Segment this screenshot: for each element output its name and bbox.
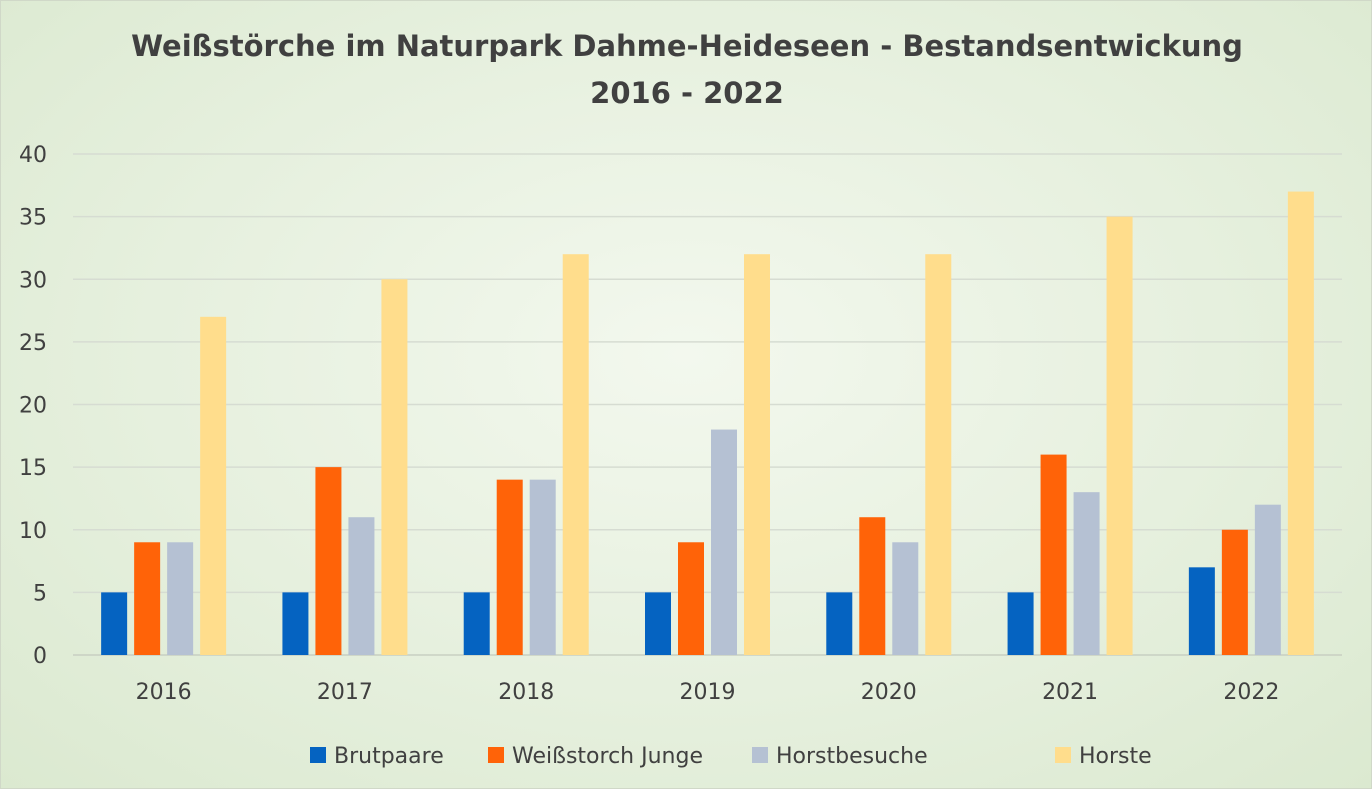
bar-horstbesuche-2019 xyxy=(711,429,737,655)
legend-label: Weißstorch Junge xyxy=(512,744,703,769)
bar-wei-storch-junge-2018 xyxy=(496,479,523,655)
bar-brutpaare-2022 xyxy=(1188,567,1215,655)
bar-horste-2016 xyxy=(200,316,227,655)
y-tick-label: 25 xyxy=(19,331,47,356)
x-tick-label: 2021 xyxy=(1042,680,1098,705)
bar-wei-storch-junge-2022 xyxy=(1221,529,1248,655)
legend-swatch xyxy=(488,747,504,763)
y-tick-label: 5 xyxy=(33,581,47,606)
bar-brutpaare-2018 xyxy=(463,592,490,655)
legend-item: Horstbesuche xyxy=(752,744,928,769)
bar-wei-storch-junge-2020 xyxy=(859,517,886,655)
bar-wei-storch-junge-2019 xyxy=(678,542,704,655)
legend-swatch xyxy=(752,747,768,763)
y-tick-label: 30 xyxy=(19,268,47,293)
bar-horste-2020 xyxy=(925,254,952,655)
category-group-2017: 2017 xyxy=(282,279,408,705)
x-tick-label: 2020 xyxy=(861,680,917,705)
y-tick-label: 20 xyxy=(19,394,47,419)
bar-brutpaare-2016 xyxy=(101,592,128,655)
y-tick-label: 15 xyxy=(19,456,47,481)
y-tick-label: 0 xyxy=(33,644,47,669)
bar-horste-2022 xyxy=(1287,191,1314,655)
y-tick-label: 40 xyxy=(19,143,47,168)
legend-label: Horste xyxy=(1079,744,1152,769)
bar-wei-storch-junge-2016 xyxy=(134,542,161,655)
bar-horstbesuche-2020 xyxy=(892,542,919,655)
chart-subtitle: 2016 - 2022 xyxy=(590,76,784,110)
legend-item: Brutpaare xyxy=(310,744,444,769)
x-tick-label: 2022 xyxy=(1223,680,1279,705)
bar-horstbesuche-2016 xyxy=(167,542,194,655)
bar-horstbesuche-2018 xyxy=(529,479,556,655)
bar-horstbesuche-2021 xyxy=(1073,492,1100,655)
y-tick-label: 35 xyxy=(19,206,47,231)
x-tick-label: 2017 xyxy=(317,680,373,705)
legend-item: Horste xyxy=(1055,744,1152,769)
category-group-2018: 2018 xyxy=(463,254,589,705)
x-tick-label: 2019 xyxy=(680,680,736,705)
bar-brutpaare-2017 xyxy=(282,592,309,655)
bar-horstbesuche-2022 xyxy=(1254,504,1281,655)
category-group-2020: 2020 xyxy=(826,254,952,705)
bar-horste-2017 xyxy=(381,279,408,655)
bar-horste-2019 xyxy=(744,254,770,655)
bar-brutpaare-2020 xyxy=(826,592,853,655)
legend-swatch xyxy=(1055,747,1071,763)
y-tick-label: 10 xyxy=(19,519,47,544)
chart-title: Weißstörche im Naturpark Dahme-Heideseen… xyxy=(131,29,1243,63)
legend-item: Weißstorch Junge xyxy=(488,744,703,769)
bar-brutpaare-2021 xyxy=(1007,592,1034,655)
bar-brutpaare-2019 xyxy=(645,592,671,655)
legend-label: Horstbesuche xyxy=(776,744,928,769)
legend-swatch xyxy=(310,747,326,763)
bar-horstbesuche-2017 xyxy=(348,517,375,655)
bar-horste-2021 xyxy=(1106,216,1133,655)
category-group-2022: 2022 xyxy=(1188,191,1314,705)
bar-wei-storch-junge-2021 xyxy=(1040,454,1067,655)
category-group-2021: 2021 xyxy=(1007,216,1133,705)
x-tick-label: 2018 xyxy=(498,680,554,705)
bar-horste-2018 xyxy=(562,254,589,655)
category-group-2019: 2019 xyxy=(645,254,770,705)
bar-wei-storch-junge-2017 xyxy=(315,467,342,655)
x-tick-label: 2016 xyxy=(136,680,192,705)
legend-label: Brutpaare xyxy=(334,744,444,769)
category-group-2016: 2016 xyxy=(101,316,227,705)
